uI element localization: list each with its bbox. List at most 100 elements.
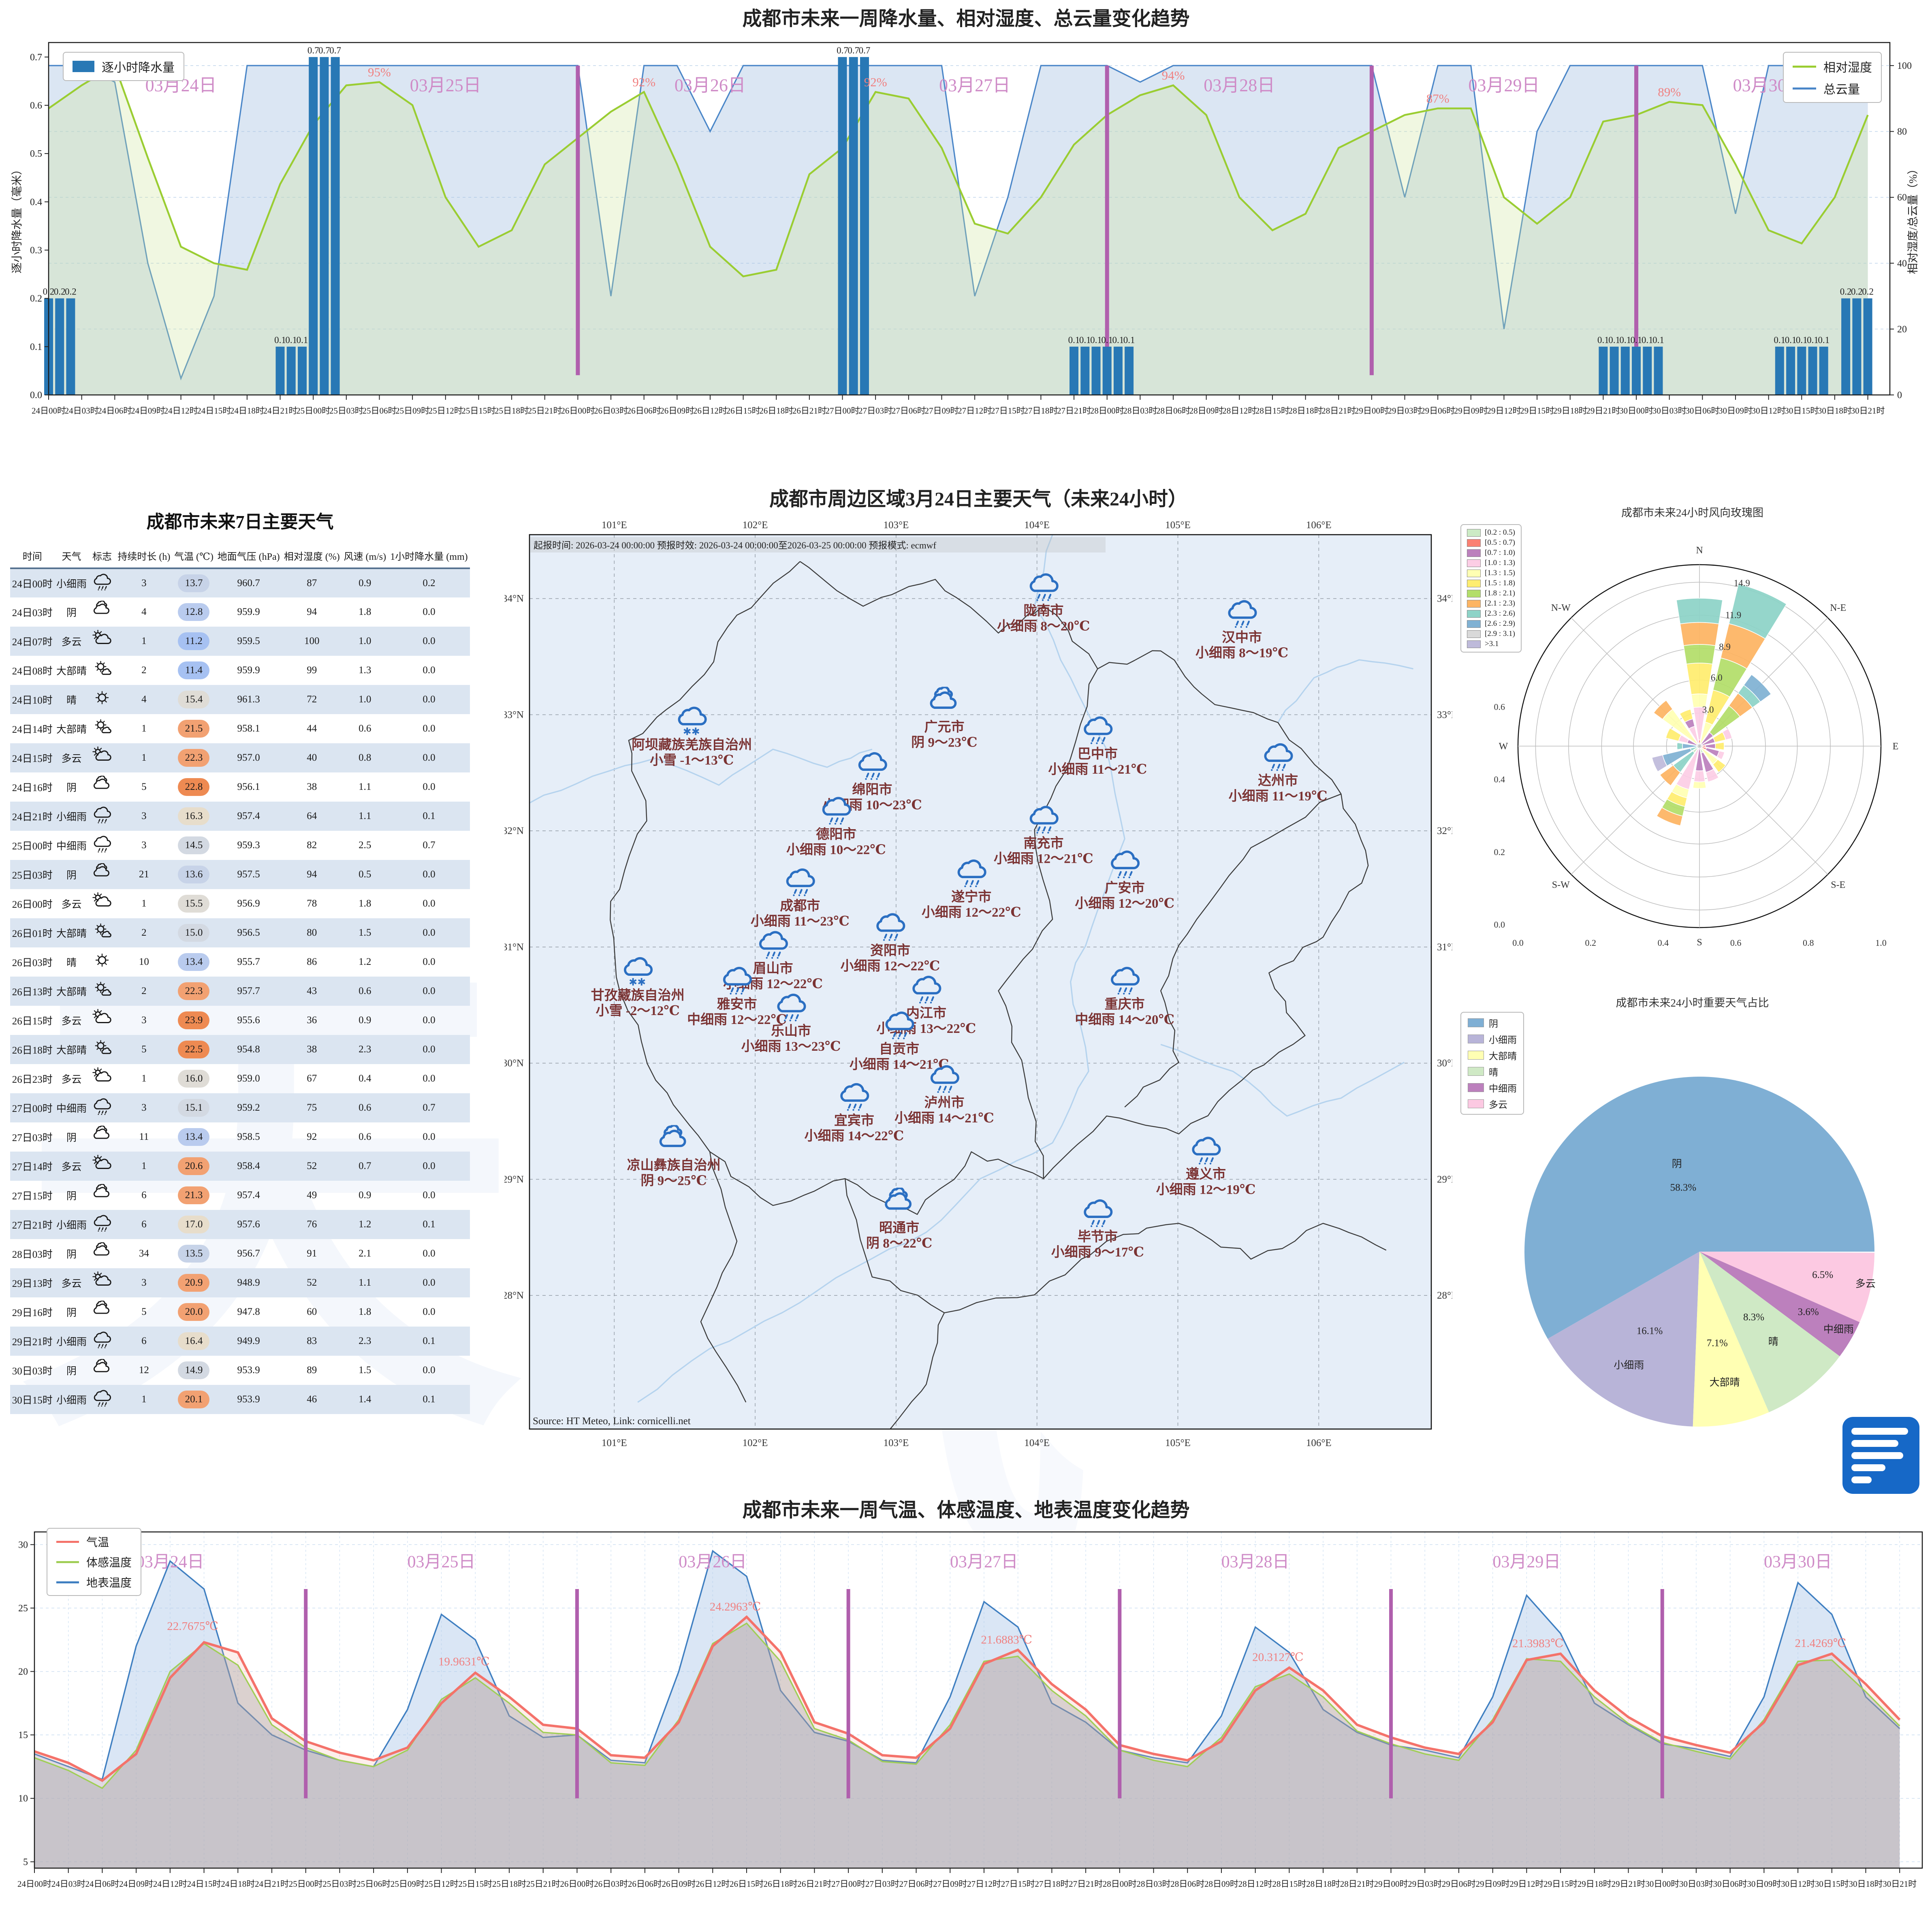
cell-time: 24日07时 xyxy=(12,637,53,648)
rose-petal-segment xyxy=(1656,807,1683,826)
svg-text:小细雨 12～22℃: 小细雨 12～22℃ xyxy=(841,958,940,974)
svg-text:25日06时: 25日06时 xyxy=(357,1879,391,1889)
cell-weather: 小细雨 xyxy=(56,579,87,590)
cell-wind: 2.3 xyxy=(359,1335,371,1346)
svg-text:26日03时: 26日03时 xyxy=(594,1879,628,1889)
svg-text:30日21时: 30日21时 xyxy=(1851,406,1885,416)
weather-icon xyxy=(89,597,116,627)
cell-precip: 0.0 xyxy=(423,1365,436,1376)
svg-text:3.0: 3.0 xyxy=(1702,704,1714,715)
cell-precip: 0.0 xyxy=(423,606,436,617)
line-swatch xyxy=(56,1540,79,1543)
svg-text:0.3: 0.3 xyxy=(30,245,42,256)
cell-time: 30日15时 xyxy=(12,1395,53,1406)
cell-duration: 4 xyxy=(141,694,147,705)
svg-text:0.1: 0.1 xyxy=(30,342,42,352)
svg-text:0.0: 0.0 xyxy=(1494,919,1505,930)
cell-temp: 13.7 xyxy=(172,568,215,597)
cell-temp: 17.0 xyxy=(172,1210,215,1239)
table-row: 26日15时 多云 3 23.9 955.6 36 0.9 0.0 xyxy=(10,1006,470,1035)
temp-annotation: 21.4269℃ xyxy=(1795,1637,1847,1650)
cell-weather: 阴 xyxy=(66,870,77,881)
weather-icon xyxy=(89,1385,116,1414)
svg-text:24日18时: 24日18时 xyxy=(230,406,264,416)
svg-text:小细雨 12～22℃: 小细雨 12～22℃ xyxy=(922,904,1021,920)
pie-legend-swatch xyxy=(1468,1067,1484,1076)
svg-text:25日09时: 25日09时 xyxy=(395,406,429,416)
svg-text:28日12时: 28日12时 xyxy=(1238,1879,1272,1889)
cell-weather: 大部晴 xyxy=(56,987,87,998)
svg-text:S-E: S-E xyxy=(1831,880,1845,890)
cell-precip: 0.0 xyxy=(423,869,436,880)
cell-weather: 阴 xyxy=(66,1249,77,1260)
line-swatch xyxy=(1793,65,1816,68)
svg-text:104°E: 104°E xyxy=(1024,1438,1050,1448)
cell-humidity: 40 xyxy=(307,752,317,763)
cell-weather: 阴 xyxy=(66,1133,77,1143)
svg-text:26日09时: 26日09时 xyxy=(662,1879,696,1889)
cell-pressure: 957.6 xyxy=(237,1219,260,1230)
precip-bars: 0.20.20.20.10.10.10.70.70.7 0.70.70.70.10… xyxy=(43,45,1874,395)
precip-humidity-cloud-chart: 0.2 0.2 0.2 0.1 0.1 0.1 0.7 0.7 0.7 0.7 0.7 0.7 0.1 0… xyxy=(10,28,1922,478)
cell-precip: 0.7 xyxy=(423,840,436,851)
svg-text:1.0: 1.0 xyxy=(1875,938,1887,948)
cell-time: 26日18时 xyxy=(12,1045,53,1056)
svg-text:0.2: 0.2 xyxy=(1840,287,1852,297)
cell-duration: 6 xyxy=(141,1219,147,1230)
svg-text:29日00时: 29日00时 xyxy=(1374,1879,1408,1889)
cell-precip: 0.0 xyxy=(423,1248,436,1259)
svg-text:0.4: 0.4 xyxy=(1494,774,1505,785)
cell-pressure: 948.9 xyxy=(237,1277,260,1288)
rose-bin-label: [2.9 : 3.1) xyxy=(1485,629,1515,638)
svg-text:26日21时: 26日21时 xyxy=(797,1879,831,1889)
bottom-chart-title: 成都市未来一周气温、体感温度、地表温度变化趋势 xyxy=(742,1500,1190,1521)
weather-icon xyxy=(89,1035,116,1064)
cell-precip: 0.0 xyxy=(423,956,436,967)
rose-bin-swatch xyxy=(1467,599,1481,608)
cell-time: 27日21时 xyxy=(12,1220,53,1231)
rose-petal-segment xyxy=(1692,781,1707,789)
svg-text:30日09时: 30日09时 xyxy=(1719,406,1753,416)
rose-bin-swatch xyxy=(1467,640,1481,648)
svg-text:25日15时: 25日15时 xyxy=(458,1879,492,1889)
svg-text:凉山彝族自治州: 凉山彝族自治州 xyxy=(627,1158,721,1173)
weather-icon xyxy=(89,568,116,597)
weather-share-pie: 阴 58.3% 小细雨 16.1% 大部晴 7.1% 晴 8.3% 中细雨 3.6% 多云 6.5% xyxy=(1456,988,1928,1474)
weather-icon xyxy=(89,772,116,802)
cell-humidity: 38 xyxy=(307,1044,317,1055)
table-row: 25日03时 阴 21 13.6 957.5 94 0.5 0.0 xyxy=(10,860,470,889)
pie-slice xyxy=(1548,1252,1699,1427)
pie-slice-name: 晴 xyxy=(1768,1336,1778,1347)
cell-wind: 2.3 xyxy=(359,1044,371,1055)
svg-text:巴中市: 巴中市 xyxy=(1078,746,1118,762)
svg-text:0.1: 0.1 xyxy=(274,335,286,345)
pie-legend-label: 阴 xyxy=(1489,1019,1498,1029)
weather-icon xyxy=(89,831,116,860)
legend-label: 总云量 xyxy=(1823,83,1860,96)
svg-text:29日15时: 29日15时 xyxy=(1520,406,1554,416)
line-swatch xyxy=(1793,87,1816,90)
cell-humidity: 78 xyxy=(307,898,317,909)
svg-text:小细雨 14～22℃: 小细雨 14～22℃ xyxy=(804,1128,904,1143)
weather-icon xyxy=(89,1268,116,1297)
svg-text:小雪 -1～13℃: 小雪 -1～13℃ xyxy=(650,753,734,768)
cell-precip: 0.0 xyxy=(423,898,436,909)
day-label: 03月24日 xyxy=(136,1553,204,1572)
svg-text:宜宾市: 宜宾市 xyxy=(834,1113,874,1128)
svg-text:0.1: 0.1 xyxy=(1774,335,1785,345)
cell-duration: 3 xyxy=(141,1015,147,1026)
rose-petal-segment xyxy=(1665,727,1682,742)
cell-humidity: 64 xyxy=(307,811,317,821)
cell-time: 24日03时 xyxy=(12,608,53,619)
cell-time: 25日03时 xyxy=(12,870,53,881)
rose-petal-segment xyxy=(1659,764,1681,786)
svg-text:26日21时: 26日21时 xyxy=(792,406,826,416)
svg-text:陇南市: 陇南市 xyxy=(1023,603,1063,618)
cell-pressure: 957.4 xyxy=(237,1190,260,1201)
cell-time: 29日16时 xyxy=(12,1308,53,1318)
svg-text:26日12时: 26日12时 xyxy=(693,406,727,416)
rose-bin-swatch xyxy=(1467,589,1481,597)
